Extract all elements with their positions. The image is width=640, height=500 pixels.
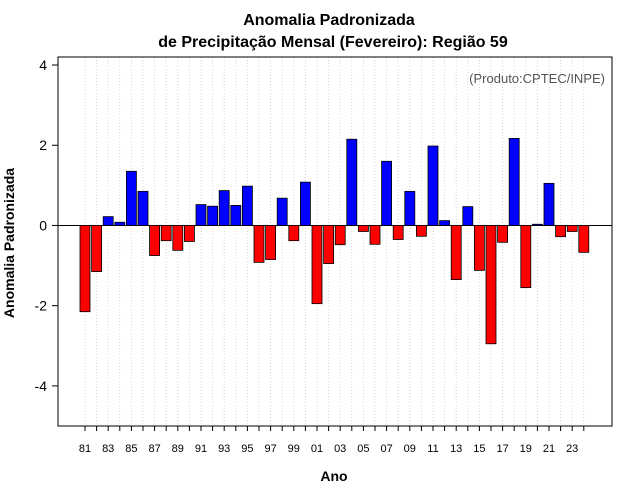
bar-85 xyxy=(126,170,137,226)
bar-88 xyxy=(160,225,172,242)
x-tick-label: 11 xyxy=(427,443,438,455)
x-tick-label: 97 xyxy=(264,443,276,455)
x-tick-label: 81 xyxy=(79,443,91,455)
plot-frame xyxy=(57,56,613,427)
bar-23 xyxy=(566,225,578,232)
bar-93 xyxy=(218,190,230,226)
bar-15 xyxy=(473,225,485,271)
x-tick-label: 05 xyxy=(357,443,369,455)
bar-83 xyxy=(102,216,114,226)
bar-22 xyxy=(555,225,566,238)
bar-89 xyxy=(172,225,184,251)
x-tick-label: 87 xyxy=(148,443,160,455)
bar-16 xyxy=(485,225,497,345)
bar-11 xyxy=(427,145,439,226)
bar-24 xyxy=(578,225,590,253)
x-tick-label: 17 xyxy=(496,443,508,455)
bar-90 xyxy=(183,225,195,242)
x-tick-label: 15 xyxy=(473,443,485,455)
bar-06 xyxy=(369,225,381,245)
x-tick-label: 09 xyxy=(404,443,416,455)
bar-00 xyxy=(299,181,311,226)
bar-92 xyxy=(207,205,219,226)
x-tick-label: 01 xyxy=(311,443,323,455)
bar-10 xyxy=(415,225,427,237)
x-tick-label: 07 xyxy=(380,443,392,455)
bar-94 xyxy=(230,205,242,226)
bar-97 xyxy=(265,225,277,260)
x-tick-label: 83 xyxy=(102,443,114,455)
chart-credit: (Produto:CPTEC/INPE) xyxy=(469,71,605,86)
x-tick-label: 93 xyxy=(218,443,230,455)
x-tick-label: 19 xyxy=(520,443,532,455)
bar-84 xyxy=(114,221,126,226)
bar-12 xyxy=(439,220,451,226)
y-tick-label: -4 xyxy=(35,378,48,394)
bar-09 xyxy=(404,190,416,226)
bar-86 xyxy=(137,190,149,226)
y-axis: -4 -2 0 2 4 xyxy=(35,57,58,394)
bar-03 xyxy=(334,225,346,246)
bar-19 xyxy=(520,225,532,289)
bar-20 xyxy=(532,223,543,226)
x-axis: 81 83 85 87 89 91 93 95 97 99 01 03 05 07 09 11 13 15 17 19… xyxy=(79,426,585,455)
x-tick-label: 13 xyxy=(450,443,462,455)
bar-05 xyxy=(357,225,369,232)
bar-07 xyxy=(381,160,393,226)
bar-82 xyxy=(91,225,102,272)
y-tick-label: 2 xyxy=(39,137,47,153)
x-tick-label: 21 xyxy=(543,443,555,455)
x-tick-label: 85 xyxy=(125,443,137,455)
bar-91 xyxy=(195,204,207,226)
x-tick-label: 23 xyxy=(566,443,578,455)
bars-group xyxy=(79,138,590,345)
y-tick-label: 4 xyxy=(39,57,47,73)
chart-title-line1: Anomalia Padronizada xyxy=(243,12,415,29)
chart-title-line2: de Precipitação Mensal (Fevereiro): Regi… xyxy=(158,34,508,51)
x-tick-label: 95 xyxy=(241,443,253,455)
x-axis-title: Ano xyxy=(320,468,347,484)
x-tick-label: 89 xyxy=(172,443,184,455)
bar-87 xyxy=(149,225,161,256)
bar-98 xyxy=(276,197,288,226)
bar-81 xyxy=(79,225,91,313)
bar-02 xyxy=(323,225,335,264)
bar-18 xyxy=(508,138,520,226)
bar-04 xyxy=(346,138,358,226)
bar-08 xyxy=(392,225,404,240)
bar-95 xyxy=(241,185,253,226)
y-tick-label: 0 xyxy=(39,217,47,233)
bar-99 xyxy=(288,225,300,242)
bar-17 xyxy=(497,225,509,243)
bar-14 xyxy=(462,206,474,226)
bar-13 xyxy=(450,225,462,281)
y-axis-title: Anomalia Padronizada xyxy=(1,168,17,318)
bar-01 xyxy=(311,225,323,305)
bar-96 xyxy=(253,225,265,263)
x-tick-label: 91 xyxy=(195,443,207,455)
y-tick-label: -2 xyxy=(35,298,48,314)
bar-21 xyxy=(543,182,555,226)
x-tick-label: 99 xyxy=(288,443,300,455)
x-tick-label: 03 xyxy=(334,443,346,455)
